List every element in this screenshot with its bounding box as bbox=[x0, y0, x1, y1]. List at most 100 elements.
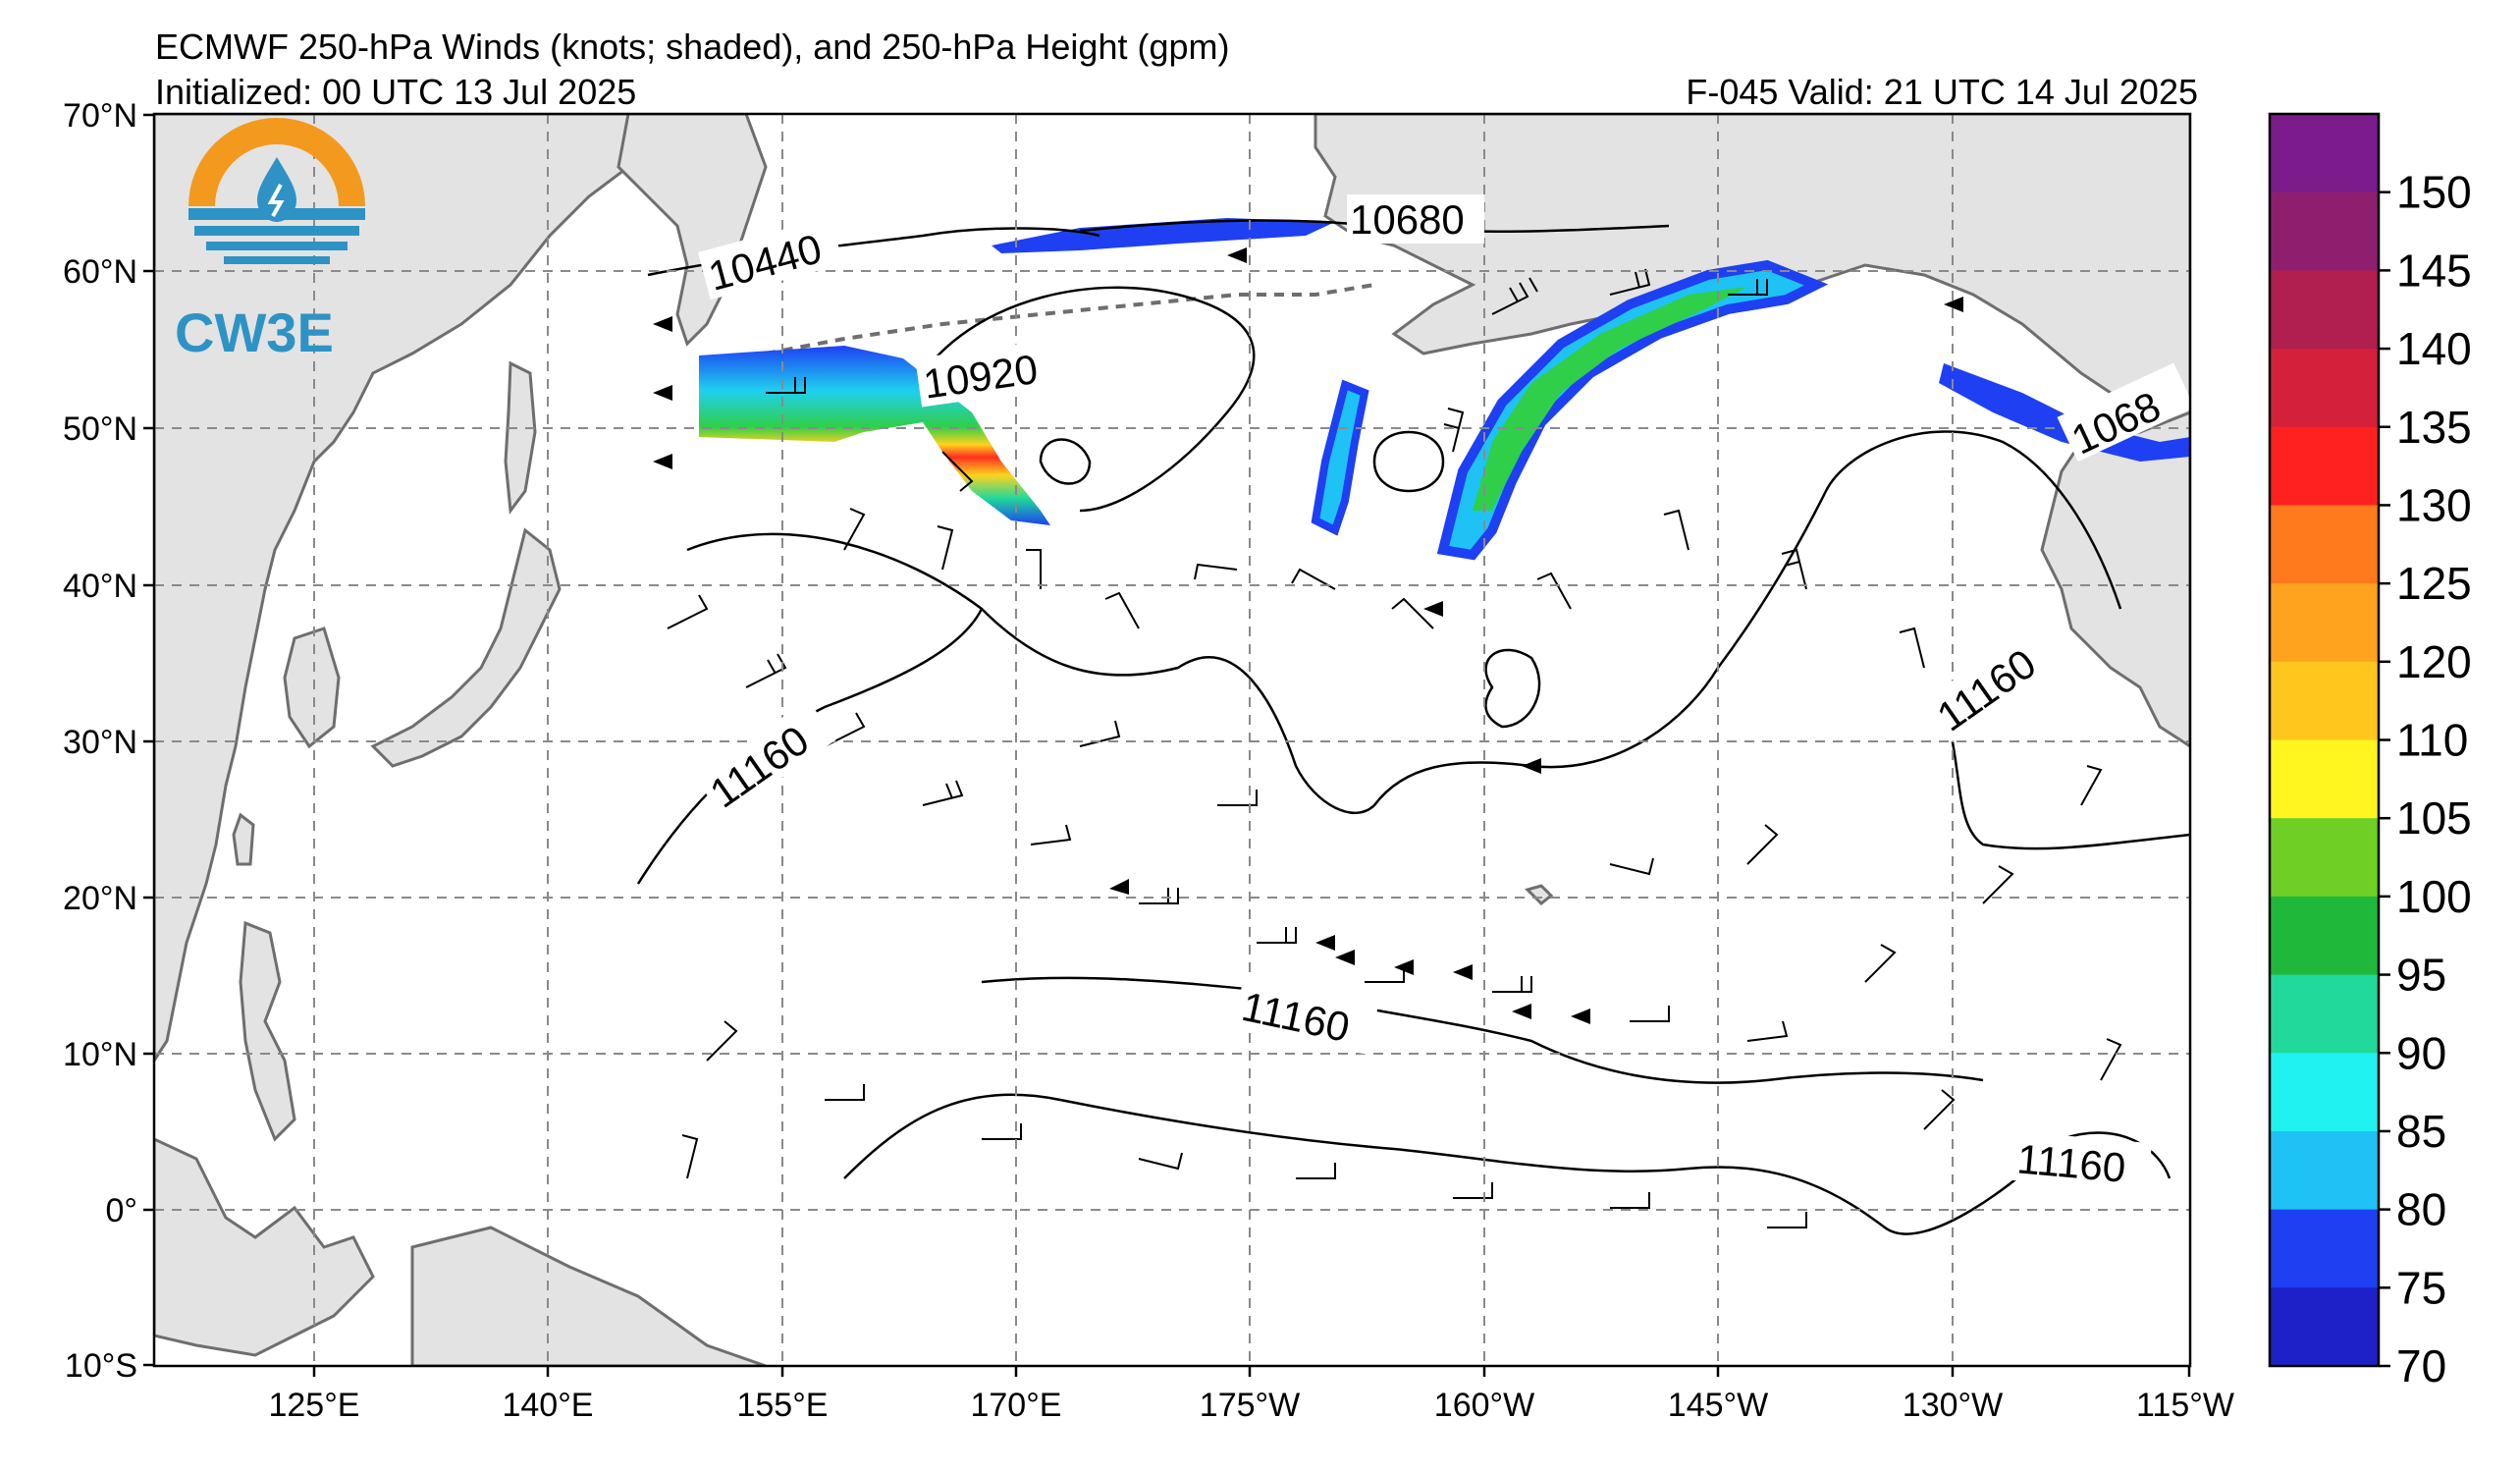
contour-11160-east bbox=[1942, 706, 2190, 850]
asia-landmass bbox=[154, 114, 709, 1064]
colorbar-swatch bbox=[2270, 1053, 2379, 1132]
contour-label: 11160 bbox=[2015, 1135, 2127, 1190]
graticule bbox=[154, 114, 2190, 1366]
contour-11160-west bbox=[636, 608, 984, 885]
colorbar-label: 110 bbox=[2396, 715, 2468, 766]
lon-label: 130°W bbox=[1903, 1387, 2003, 1424]
lat-label: 70°N bbox=[63, 97, 137, 135]
wind-barb bbox=[1609, 857, 1654, 876]
colorbar-labels: 150 145 140 135 130 125 120 110 105 100 95 90 85 80 75… bbox=[2379, 167, 2472, 1391]
wind-pennant bbox=[1522, 758, 1541, 774]
colorbar: 150 145 140 135 130 125 120 110 105 100 95 90 85 80 75… bbox=[2268, 112, 2472, 1391]
colorbar-blocks bbox=[2270, 114, 2379, 1367]
wind-barb bbox=[1391, 597, 1434, 629]
wind-barb bbox=[681, 1134, 699, 1179]
wind-barb bbox=[1492, 976, 1532, 993]
wind-barb bbox=[1899, 627, 1925, 669]
kamchatka-peninsula bbox=[617, 114, 768, 347]
wind-barb bbox=[1194, 563, 1238, 580]
colorbar-swatch bbox=[2270, 114, 2379, 193]
contour-10920 bbox=[922, 286, 1256, 513]
wind-barb bbox=[1728, 279, 1768, 296]
colorbar-swatch bbox=[2270, 505, 2379, 584]
lat-label: 10°S bbox=[65, 1347, 137, 1385]
lon-label: 175°W bbox=[1200, 1387, 1300, 1424]
wind-barb bbox=[1257, 927, 1297, 944]
wind-barb bbox=[1365, 966, 1405, 983]
wind-pennant bbox=[1394, 959, 1414, 975]
wind-barb bbox=[1139, 888, 1179, 904]
wind-barb bbox=[1138, 1152, 1183, 1171]
lon-label: 140°E bbox=[502, 1387, 593, 1424]
colorbar-swatch bbox=[2270, 270, 2379, 350]
logo-sun-arc bbox=[188, 118, 365, 206]
wind-barb bbox=[745, 653, 787, 688]
lat-label: 10°N bbox=[63, 1036, 137, 1073]
wind-barb bbox=[1781, 548, 1807, 590]
wind-pennant bbox=[1335, 950, 1355, 965]
colorbar-swatch bbox=[2270, 583, 2379, 663]
wind-barb bbox=[1536, 572, 1572, 610]
new-guinea bbox=[410, 1226, 767, 1366]
initialized-time: Initialized: 00 UTC 13 Jul 2025 bbox=[155, 72, 637, 112]
wind-barb bbox=[824, 712, 866, 747]
contour-labels: 10440 10680 10920 1068 11160 11160 11160… bbox=[695, 194, 2195, 1193]
lon-label: 115°W bbox=[2136, 1387, 2234, 1424]
lat-label: 0° bbox=[105, 1192, 137, 1229]
wind-barb bbox=[1291, 568, 1336, 590]
map-panel: 10440 10680 10920 1068 11160 11160 11160… bbox=[152, 112, 2195, 1368]
wind-barb bbox=[2080, 765, 2103, 806]
wind-barb bbox=[1030, 824, 1072, 846]
wind-barb bbox=[1923, 1089, 1956, 1130]
lat-label: 20°N bbox=[63, 880, 137, 917]
jet-streak-east-core bbox=[1473, 287, 1747, 511]
ocean-background bbox=[154, 114, 2190, 1366]
contour-closed-low-1 bbox=[1039, 438, 1092, 485]
wind-pennant bbox=[1453, 964, 1473, 980]
wind-barb bbox=[1864, 944, 1897, 983]
colorbar-swatch bbox=[2270, 818, 2379, 898]
colorbar-label: 80 bbox=[2396, 1184, 2446, 1235]
wind-barb bbox=[1296, 1163, 1336, 1179]
wind-barb bbox=[1104, 591, 1140, 629]
wind-pennant bbox=[1227, 247, 1247, 263]
wind-barb bbox=[766, 377, 806, 394]
wind-barbs bbox=[667, 268, 2122, 1228]
colorbar-label: 105 bbox=[2396, 792, 2472, 844]
taiwan-island bbox=[232, 812, 255, 866]
japan-islands bbox=[370, 527, 562, 768]
colorbar-swatch bbox=[2270, 1287, 2379, 1367]
lat-label: 30°N bbox=[63, 724, 137, 761]
wind-barb bbox=[2100, 1038, 2122, 1081]
colorbar-swatch bbox=[2270, 896, 2379, 976]
wind-barb bbox=[1079, 720, 1121, 747]
wind-pennant bbox=[653, 316, 672, 332]
colorbar-label: 135 bbox=[2396, 402, 2472, 453]
lon-label: 155°E bbox=[736, 1387, 828, 1424]
sakhalin-island bbox=[504, 360, 537, 515]
wind-barb bbox=[1630, 1006, 1670, 1022]
wind-barb bbox=[1746, 1020, 1789, 1042]
wind-barb bbox=[1217, 790, 1258, 806]
colorbar-label: 140 bbox=[2396, 323, 2472, 374]
lon-label: 125°E bbox=[268, 1387, 359, 1424]
colorbar-swatch bbox=[2270, 974, 2379, 1054]
wind-barb bbox=[1746, 824, 1779, 865]
contour-11160-north bbox=[686, 430, 2122, 815]
latitude-axis: 70°N 60°N 50°N 40°N 30°N 20°N 10°N 0° 10… bbox=[63, 97, 154, 1385]
wind-barb bbox=[1443, 408, 1465, 453]
wind-barb bbox=[667, 594, 709, 629]
wind-barb bbox=[982, 1123, 1022, 1140]
lat-label: 40°N bbox=[63, 568, 137, 605]
wind-barb bbox=[937, 525, 954, 571]
lon-label: 160°W bbox=[1434, 1387, 1534, 1424]
wind-barb bbox=[941, 451, 974, 492]
wind-barb bbox=[1453, 1182, 1493, 1199]
wind-pennant bbox=[1571, 1009, 1590, 1024]
wind-barb bbox=[706, 1020, 738, 1062]
contour-label: 10680 bbox=[1350, 196, 1465, 243]
logo-text: CW3E bbox=[175, 301, 334, 363]
wind-barb bbox=[843, 508, 866, 551]
lat-label: 50°N bbox=[63, 410, 137, 448]
